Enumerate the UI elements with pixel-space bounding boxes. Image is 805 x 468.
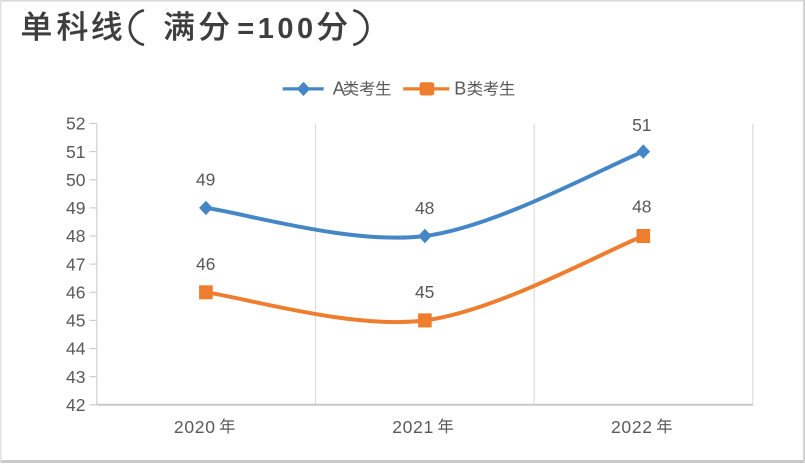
svg-text:48: 48 (632, 197, 651, 217)
svg-text:2021: 2021 (392, 417, 434, 437)
svg-text:B: B (454, 78, 466, 98)
svg-text:43: 43 (66, 367, 85, 387)
svg-text:49: 49 (66, 198, 85, 218)
svg-text:42: 42 (66, 395, 85, 415)
svg-text:46: 46 (196, 254, 215, 274)
svg-text:49: 49 (196, 170, 215, 190)
svg-text:52: 52 (66, 114, 85, 134)
svg-text:44: 44 (66, 339, 86, 359)
svg-text:46: 46 (66, 283, 85, 303)
svg-text:=100: =100 (237, 13, 316, 45)
svg-text:2022: 2022 (611, 417, 653, 437)
svg-text:45: 45 (415, 282, 434, 302)
svg-text:A: A (333, 78, 345, 98)
svg-text:48: 48 (415, 198, 434, 218)
svg-text:2020: 2020 (174, 417, 216, 437)
svg-text:51: 51 (632, 115, 651, 135)
svg-text:51: 51 (66, 142, 85, 162)
svg-text:50: 50 (66, 170, 86, 190)
svg-text:45: 45 (66, 311, 85, 331)
svg-text:48: 48 (66, 226, 85, 246)
svg-text:47: 47 (66, 254, 85, 274)
